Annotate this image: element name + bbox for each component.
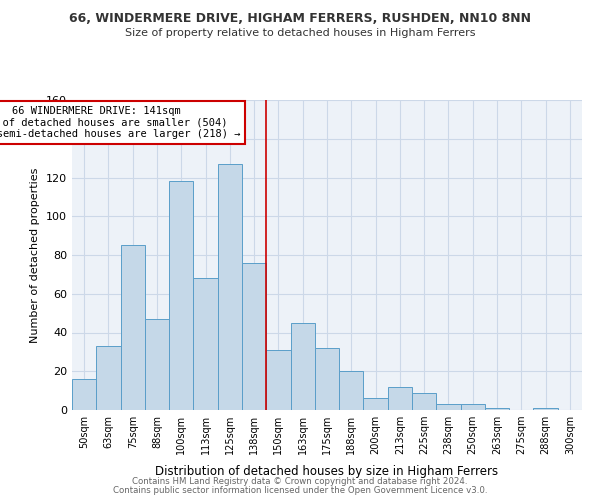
Text: Size of property relative to detached houses in Higham Ferrers: Size of property relative to detached ho… bbox=[125, 28, 475, 38]
Bar bbox=[72, 379, 96, 410]
Bar bbox=[364, 398, 388, 410]
Bar bbox=[412, 392, 436, 410]
X-axis label: Distribution of detached houses by size in Higham Ferrers: Distribution of detached houses by size … bbox=[155, 466, 499, 478]
Text: 66 WINDERMERE DRIVE: 141sqm
← 69% of detached houses are smaller (504)
30% of se: 66 WINDERMERE DRIVE: 141sqm ← 69% of det… bbox=[0, 106, 240, 139]
Bar bbox=[169, 182, 193, 410]
Bar bbox=[533, 408, 558, 410]
Text: Contains public sector information licensed under the Open Government Licence v3: Contains public sector information licen… bbox=[113, 486, 487, 495]
Bar bbox=[436, 404, 461, 410]
Bar bbox=[461, 404, 485, 410]
Bar bbox=[388, 387, 412, 410]
Bar bbox=[193, 278, 218, 410]
Text: 66, WINDERMERE DRIVE, HIGHAM FERRERS, RUSHDEN, NN10 8NN: 66, WINDERMERE DRIVE, HIGHAM FERRERS, RU… bbox=[69, 12, 531, 26]
Y-axis label: Number of detached properties: Number of detached properties bbox=[31, 168, 40, 342]
Bar bbox=[218, 164, 242, 410]
Bar bbox=[121, 246, 145, 410]
Bar bbox=[242, 263, 266, 410]
Bar bbox=[339, 371, 364, 410]
Bar bbox=[96, 346, 121, 410]
Bar bbox=[290, 323, 315, 410]
Bar bbox=[145, 319, 169, 410]
Bar bbox=[315, 348, 339, 410]
Bar bbox=[485, 408, 509, 410]
Text: Contains HM Land Registry data © Crown copyright and database right 2024.: Contains HM Land Registry data © Crown c… bbox=[132, 477, 468, 486]
Bar bbox=[266, 350, 290, 410]
